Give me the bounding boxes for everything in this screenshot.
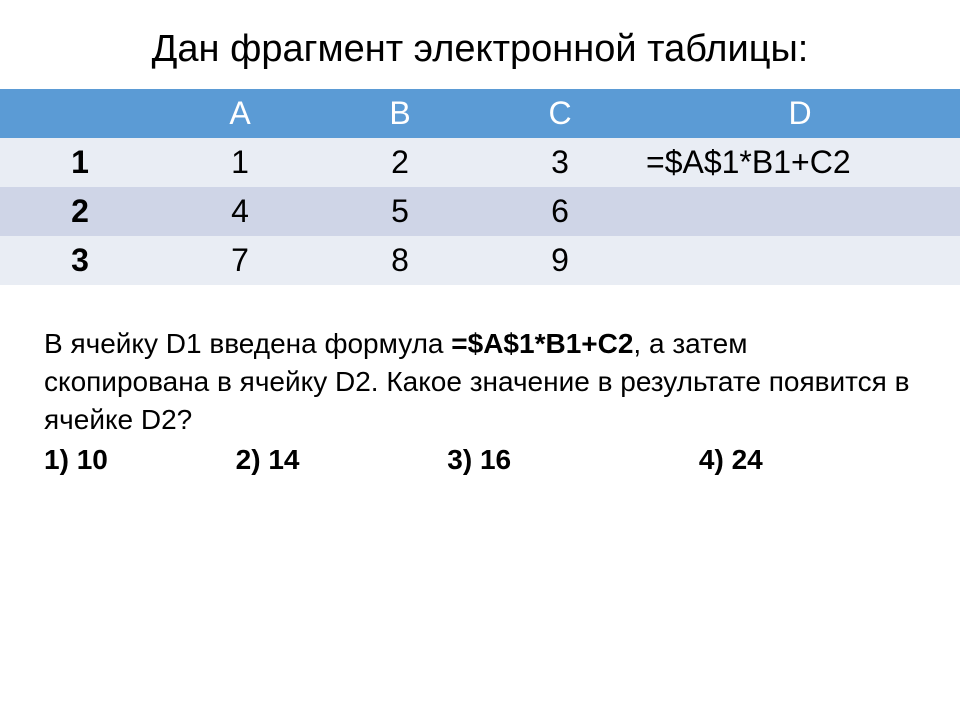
option-3: 3) 16 xyxy=(447,444,511,476)
slide: Дан фрагмент электронной таблицы: A B C … xyxy=(0,0,960,720)
question-formula: =$A$1*B1+C2 xyxy=(451,328,633,359)
row-header: 1 xyxy=(0,138,160,187)
cell-c3: 9 xyxy=(480,236,640,285)
option-num: 2) xyxy=(236,444,261,476)
option-val: 14 xyxy=(268,444,299,476)
cell-b1: 2 xyxy=(320,138,480,187)
header-a: A xyxy=(160,89,320,138)
option-2: 2) 14 xyxy=(236,444,300,476)
table-body: 1 1 2 3 =$A$1*B1+C2 2 4 5 6 3 7 8 9 xyxy=(0,138,960,285)
cell-c2: 6 xyxy=(480,187,640,236)
cell-a3: 7 xyxy=(160,236,320,285)
answer-options: 1) 10 2) 14 3) 16 4) 24 xyxy=(0,444,960,476)
header-b: B xyxy=(320,89,480,138)
option-val: 10 xyxy=(77,444,108,476)
table-row: 2 4 5 6 xyxy=(0,187,960,236)
header-row: A B C D xyxy=(0,89,960,138)
option-num: 4) xyxy=(699,444,724,476)
cell-c1: 3 xyxy=(480,138,640,187)
cell-b2: 5 xyxy=(320,187,480,236)
cell-a2: 4 xyxy=(160,187,320,236)
row-header: 3 xyxy=(0,236,160,285)
cell-d2 xyxy=(640,187,960,236)
option-4: 4) 24 xyxy=(699,444,763,476)
table-head: A B C D xyxy=(0,89,960,138)
table-row: 1 1 2 3 =$A$1*B1+C2 xyxy=(0,138,960,187)
cell-d3 xyxy=(640,236,960,285)
question-text: В ячейку D1 введена формула =$A$1*B1+C2,… xyxy=(0,325,960,438)
option-num: 1) xyxy=(44,444,69,476)
option-1: 1) 10 xyxy=(44,444,108,476)
cell-b3: 8 xyxy=(320,236,480,285)
cell-d1: =$A$1*B1+C2 xyxy=(640,138,960,187)
row-header: 2 xyxy=(0,187,160,236)
header-c: C xyxy=(480,89,640,138)
question-pre: В ячейку D1 введена формула xyxy=(44,328,451,359)
cell-a1: 1 xyxy=(160,138,320,187)
slide-title: Дан фрагмент электронной таблицы: xyxy=(0,28,960,71)
header-d: D xyxy=(640,89,960,138)
option-val: 24 xyxy=(732,444,763,476)
option-num: 3) xyxy=(447,444,472,476)
table-row: 3 7 8 9 xyxy=(0,236,960,285)
header-blank xyxy=(0,89,160,138)
option-val: 16 xyxy=(480,444,511,476)
spreadsheet-table: A B C D 1 1 2 3 =$A$1*B1+C2 2 4 5 6 xyxy=(0,89,960,285)
